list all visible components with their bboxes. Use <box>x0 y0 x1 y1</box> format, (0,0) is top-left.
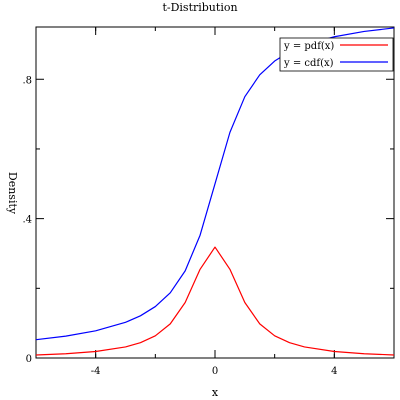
x-axis-label: x <box>212 386 219 399</box>
y-tick-label: .4 <box>22 215 32 226</box>
x-tick-label: 4 <box>331 366 337 377</box>
series-layer <box>35 27 395 356</box>
y-tick-label: .8 <box>22 75 32 86</box>
legend: y = pdf(x) y = cdf(x) <box>279 37 394 72</box>
chart-title: t-Distribution <box>162 1 237 14</box>
legend-label-pdf: y = pdf(x) <box>283 41 334 52</box>
pdf-series-line <box>35 246 395 356</box>
y-tick-label: 0 <box>26 354 32 365</box>
y-axis-label: Density <box>6 172 19 215</box>
cdf-series-line <box>35 27 395 341</box>
x-tick-label: 0 <box>212 366 218 377</box>
tick-labels: -4 0 4 0 .4 .8 <box>22 75 337 377</box>
x-tick-label: -4 <box>91 366 101 377</box>
tick-marks <box>35 27 395 359</box>
legend-label-cdf: y = cdf(x) <box>283 58 334 69</box>
legend-box <box>279 37 394 72</box>
plot-frame <box>35 26 395 359</box>
